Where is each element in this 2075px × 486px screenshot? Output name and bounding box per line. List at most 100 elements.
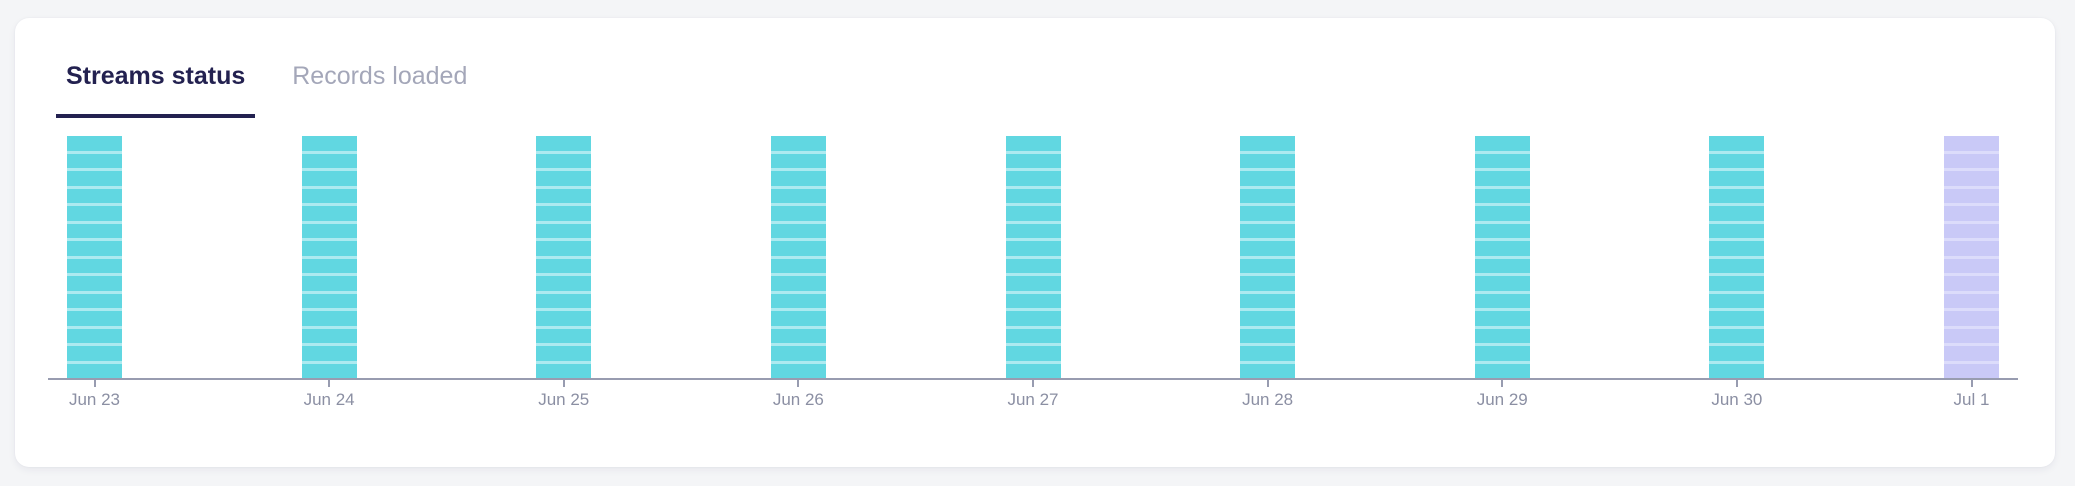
bar-segment (1005, 293, 1061, 308)
bar-segment (770, 206, 826, 221)
bar-segment (301, 328, 357, 343)
bar-segment (1240, 206, 1296, 221)
bar-segment (536, 153, 592, 168)
bar-segment (770, 171, 826, 186)
bar-segment (1709, 311, 1765, 326)
bar-slot: Jun 23 (67, 136, 122, 410)
bar-segment (301, 223, 357, 238)
bar-segment (1709, 328, 1765, 343)
bar-segment (536, 346, 592, 361)
bar-segment (1474, 206, 1530, 221)
bar-segment (1709, 241, 1765, 256)
bar-segment (1240, 188, 1296, 203)
bar-segment (1709, 171, 1765, 186)
bar-segment (1474, 171, 1530, 186)
chart-bar-jun-28[interactable] (1240, 136, 1296, 378)
bar-segment (1240, 311, 1296, 326)
bar-segment (770, 293, 826, 308)
bar-segment (770, 241, 826, 256)
bar-segment (536, 223, 592, 238)
sync-history-card: Streams status Records loaded Jun 23 Jun … (15, 18, 2055, 467)
x-axis-label: Jun 26 (772, 390, 824, 409)
bar-segment (301, 276, 357, 291)
bar-segment (301, 171, 357, 186)
bar-segment (301, 293, 357, 308)
bar-segment (536, 311, 592, 326)
bar-segment (1474, 346, 1530, 361)
bar-segment (1944, 363, 1999, 378)
chart-bar-jun-30[interactable] (1709, 136, 1765, 378)
chart-bar-jun-24[interactable] (301, 136, 357, 378)
bar-segment (770, 136, 826, 151)
bar-segment (536, 363, 592, 378)
bar-segment (67, 206, 122, 221)
bar-segment (1005, 136, 1061, 151)
axis-tick (797, 380, 800, 387)
bar-segment (1709, 206, 1765, 221)
bar-segment (1944, 293, 1999, 308)
bar-segment (1944, 153, 1999, 168)
bar-slot: Jun 29 (1474, 136, 1530, 410)
axis-tick (328, 380, 331, 387)
chart-bar-jun-25[interactable] (536, 136, 592, 378)
bar-segment (67, 311, 122, 326)
tab-streams-status[interactable]: Streams status (56, 62, 256, 118)
bar-segment (301, 363, 357, 378)
bar-segment (1944, 223, 1999, 238)
axis-tick (1735, 380, 1738, 387)
x-axis-label: Jun 23 (68, 390, 121, 409)
x-axis-label: Jun 24 (303, 390, 355, 409)
bar-segment (1005, 153, 1061, 168)
bar-segment (301, 188, 357, 203)
bar-segment (1709, 276, 1765, 291)
bar-segment (536, 258, 592, 273)
bar-segment (1474, 293, 1530, 308)
bar-segment (301, 311, 357, 326)
bar-segment (1709, 153, 1765, 168)
bar-segment (67, 188, 122, 203)
bar-segment (67, 241, 122, 256)
x-axis-label: Jun 27 (1007, 390, 1059, 409)
bar-segment (1474, 188, 1530, 203)
bar-segment (1944, 171, 1999, 186)
bar-slot: Jun 30 (1709, 136, 1765, 410)
axis-tick (1970, 380, 1973, 387)
bar-segment (1005, 258, 1061, 273)
bar-segment (1709, 188, 1765, 203)
bar-segment (770, 363, 826, 378)
bar-segment (67, 346, 122, 361)
bar-segment (1474, 276, 1530, 291)
tab-records-loaded[interactable]: Records loaded (292, 62, 468, 90)
bar-segment (1005, 346, 1061, 361)
bar-segment (536, 328, 592, 343)
bar-segment (536, 206, 592, 221)
bar-segment (1240, 346, 1296, 361)
bar-segment (1240, 171, 1296, 186)
bar-segment (301, 153, 357, 168)
bar-segment (1709, 223, 1765, 238)
bar-segment (1240, 153, 1296, 168)
bar-segment (1709, 258, 1765, 273)
x-axis-label: Jun 30 (1711, 390, 1763, 409)
chart-bar-jul-1[interactable] (1944, 136, 1999, 378)
bar-slot: Jul 1 (1944, 136, 1999, 410)
bar-segment (1944, 241, 1999, 256)
bar-segment (301, 206, 357, 221)
x-axis-label: Jun 29 (1476, 390, 1528, 409)
chart-bar-jun-29[interactable] (1474, 136, 1530, 378)
bar-segment (1240, 258, 1296, 273)
chart-bar-jun-27[interactable] (1005, 136, 1061, 378)
bar-segment (67, 136, 122, 151)
bar-slot: Jun 26 (770, 136, 826, 410)
chart-bar-jun-26[interactable] (770, 136, 826, 378)
bar-segment (1240, 136, 1296, 151)
bar-segment (536, 241, 592, 256)
axis-tick (562, 380, 565, 387)
bar-segment (1474, 223, 1530, 238)
chart-bar-jun-23[interactable] (67, 136, 122, 378)
bar-segment (1240, 223, 1296, 238)
bar-segment (1240, 276, 1296, 291)
bar-segment (1005, 311, 1061, 326)
bar-segment (1709, 293, 1765, 308)
